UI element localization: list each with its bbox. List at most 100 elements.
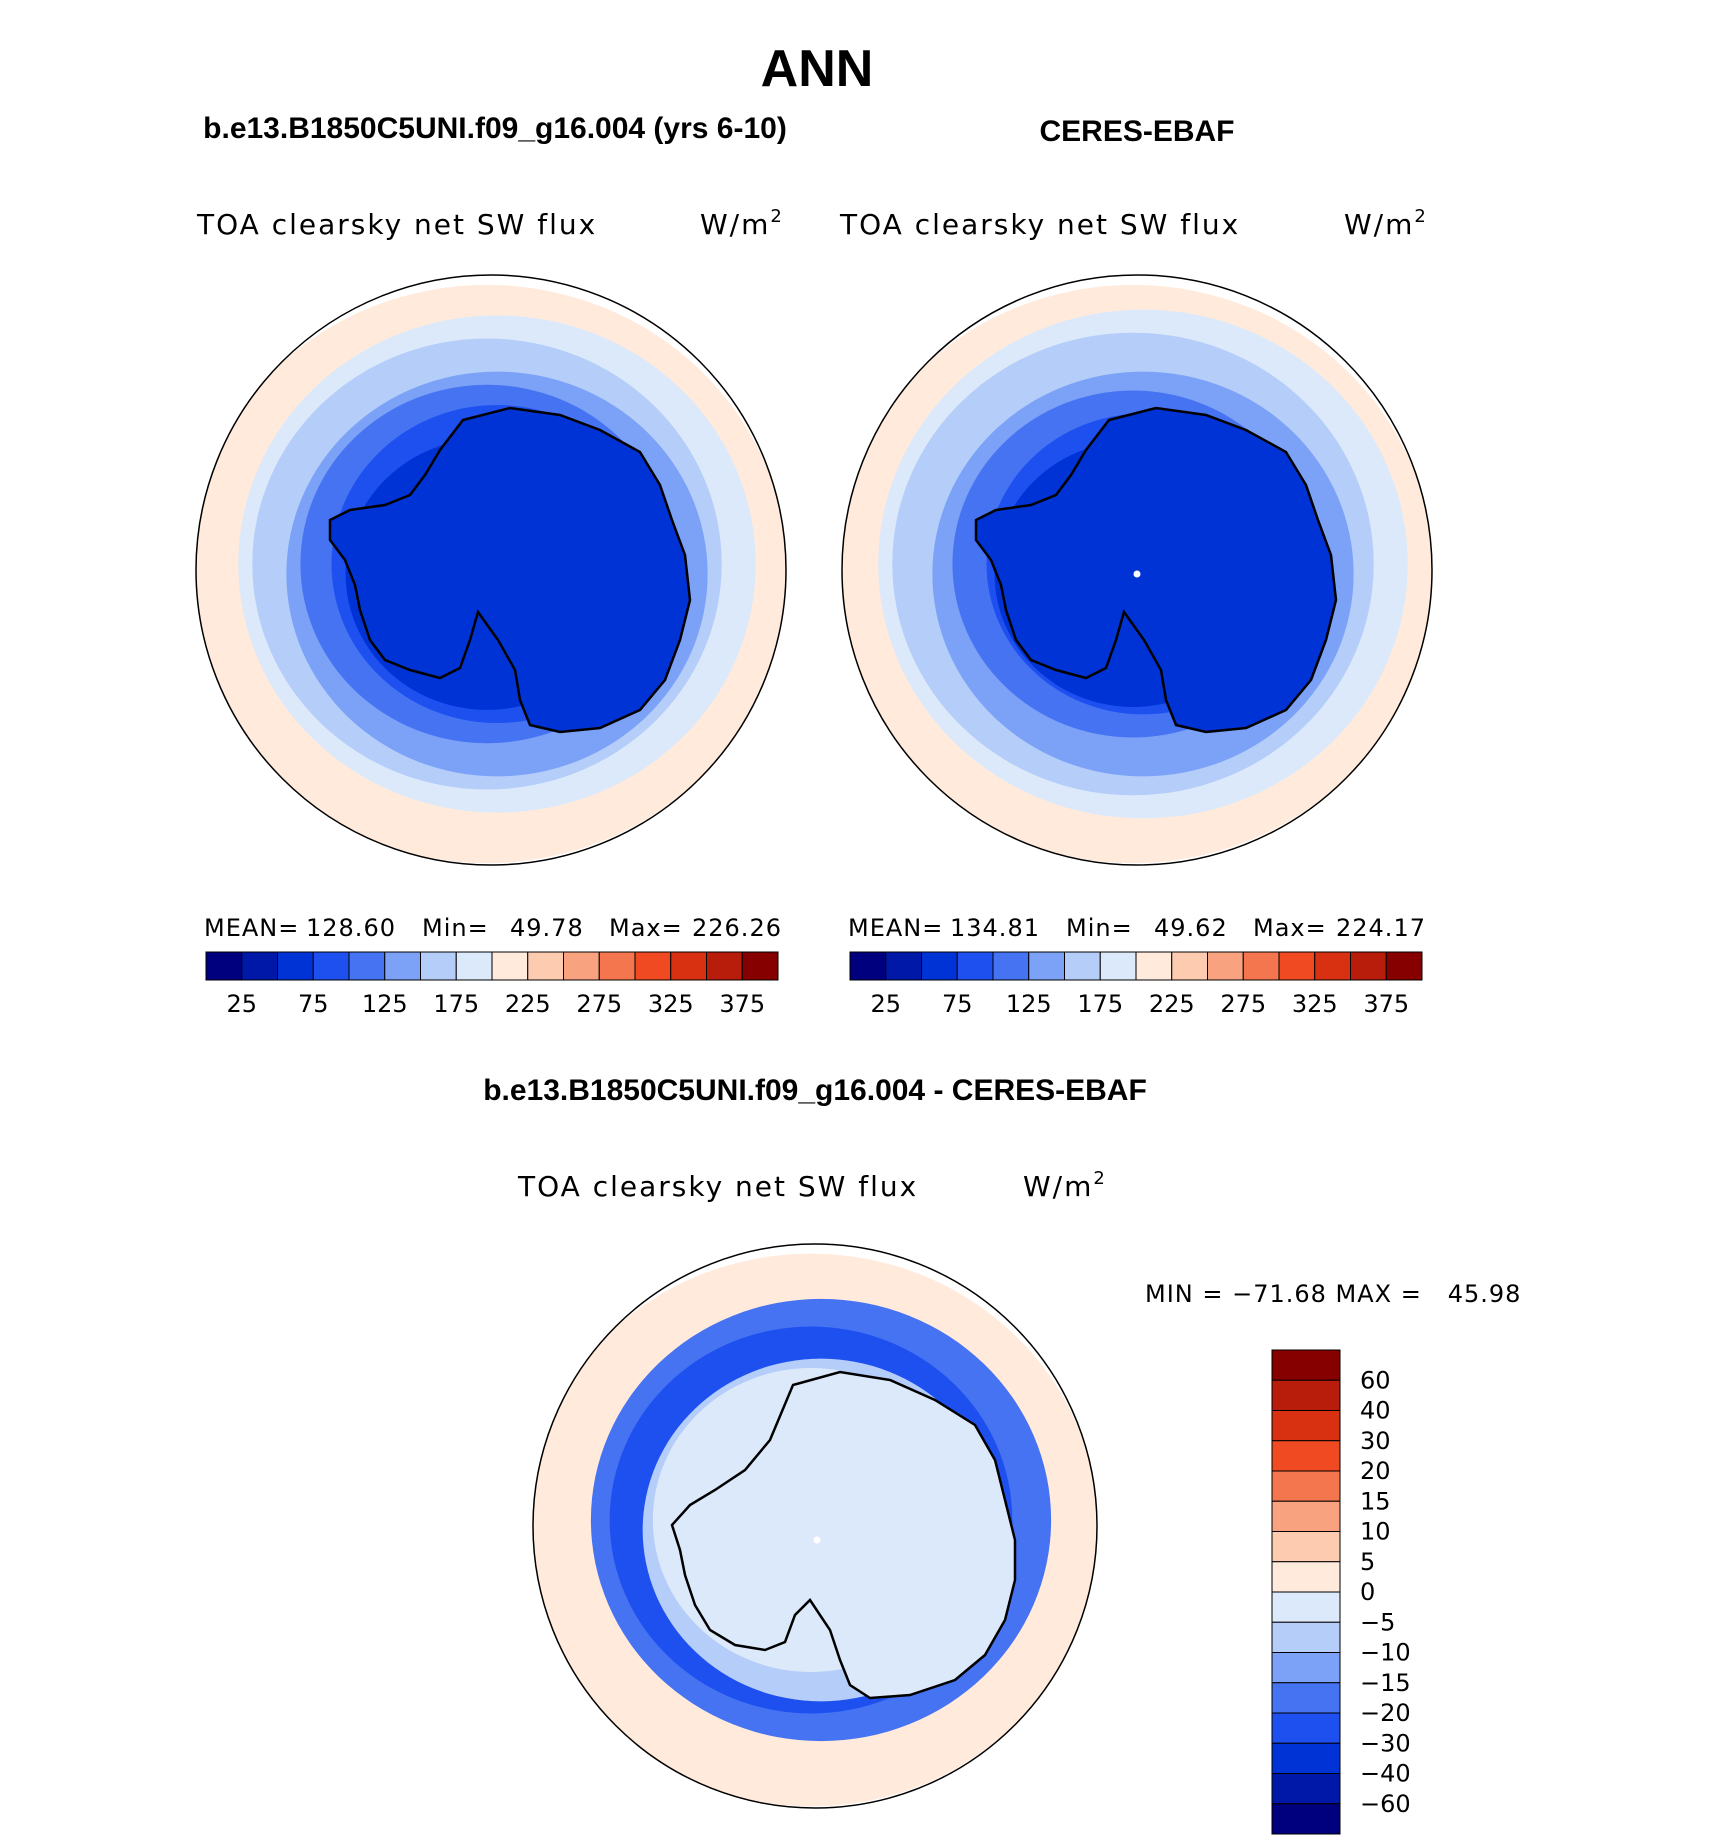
panel-title-diff: b.e13.B1850C5UNI.f09_g16.004 - CERES-EBA… xyxy=(483,1074,1147,1107)
colorbar-swatch xyxy=(849,951,887,981)
min-label: Min= xyxy=(422,914,489,942)
min-value: 49.62 xyxy=(1154,914,1228,942)
units-exponent: 2 xyxy=(1414,206,1427,227)
colorbar-tick-label: −60 xyxy=(1360,1790,1411,1818)
mean-label: MEAN= xyxy=(204,914,299,942)
colorbar-swatch xyxy=(1271,1440,1341,1472)
colorbar-tick-label: 0 xyxy=(1360,1578,1375,1606)
units-label-obs: W/m2 xyxy=(1344,206,1428,241)
colorbar-swatch xyxy=(1064,951,1101,981)
colorbar-tick-label: −5 xyxy=(1360,1608,1395,1636)
colorbar-swatch xyxy=(277,951,314,981)
pole-marker xyxy=(1133,570,1141,578)
colorbar-swatch xyxy=(956,951,994,981)
colorbar-tick-label: 325 xyxy=(648,990,694,1018)
units-label-model: W/m2 xyxy=(700,206,784,241)
colorbar-swatch xyxy=(1271,1410,1341,1442)
colorbar-tick-label: −20 xyxy=(1360,1699,1411,1727)
map-model xyxy=(195,274,787,866)
max-value: 226.26 xyxy=(692,914,782,942)
colorbar-swatch xyxy=(706,951,743,981)
colorbar-swatch xyxy=(455,951,493,981)
colorbar-tick-label: 125 xyxy=(1006,990,1052,1018)
colorbar-tick-label: −40 xyxy=(1360,1760,1411,1788)
colorbar-tick-label: 15 xyxy=(1360,1487,1391,1515)
colorbar-tick-label: 40 xyxy=(1360,1397,1391,1425)
colorbar-tick-label: 275 xyxy=(1220,990,1266,1018)
colorbar-swatch xyxy=(1271,1742,1341,1774)
colorbar-tick-label: 25 xyxy=(226,990,257,1018)
colorbar-swatch xyxy=(1314,951,1351,981)
colorbar-swatch xyxy=(1099,951,1137,981)
colorbar-swatch xyxy=(1271,1531,1341,1563)
colorbar-swatch xyxy=(670,951,707,981)
colorbar-swatch xyxy=(1278,951,1316,981)
units-text: W/m xyxy=(1344,208,1414,241)
colorbar-swatch xyxy=(992,951,1030,981)
colorbar-swatch xyxy=(384,951,421,981)
mean-label: MEAN= xyxy=(848,914,943,942)
antarctica-coastline xyxy=(670,1370,1017,1700)
colorbar-model: 25 75 125 175 225 275 325 375 xyxy=(205,951,779,1018)
colorbar-tick-label: 10 xyxy=(1360,1518,1391,1546)
colorbar-swatch xyxy=(921,951,958,981)
pole-marker xyxy=(813,1536,821,1544)
colorbar-tick-label: 75 xyxy=(942,990,973,1018)
antarctica-coastline xyxy=(974,406,1338,734)
colorbar-swatch xyxy=(741,951,779,981)
colorbar-swatch xyxy=(1271,1379,1341,1411)
min-label: Min= xyxy=(1066,914,1133,942)
colorbar-swatch xyxy=(1271,1682,1341,1714)
colorbar-swatch xyxy=(241,951,278,981)
colorbar-tick-label: 275 xyxy=(576,990,622,1018)
units-exponent: 2 xyxy=(770,206,783,227)
colorbar-swatch xyxy=(205,951,243,981)
colorbar-swatch xyxy=(598,951,636,981)
map-diff xyxy=(532,1243,1098,1809)
colorbar-swatch xyxy=(1350,951,1387,981)
stats-model: MEAN= 128.60 Min= 49.78 Max= 226.26 xyxy=(204,914,782,942)
colorbar-tick-label: 5 xyxy=(1360,1548,1375,1576)
colorbar-swatch xyxy=(1028,951,1065,981)
colorbar-swatch xyxy=(634,951,672,981)
variable-label-obs: TOA clearsky net SW flux xyxy=(839,208,1240,241)
colorbar-swatch xyxy=(527,951,564,981)
max-label: Max= xyxy=(609,914,683,942)
units-label-diff: W/m2 xyxy=(1023,1168,1107,1203)
colorbar-obs: 25 75 125 175 225 275 325 375 xyxy=(849,951,1423,1018)
panel-title-obs: CERES-EBAF xyxy=(1039,115,1234,148)
variable-label-model: TOA clearsky net SW flux xyxy=(196,208,597,241)
colorbar-swatch xyxy=(1171,951,1208,981)
colorbar-tick-label: 125 xyxy=(362,990,408,1018)
colorbar-tick-label: 225 xyxy=(1149,990,1195,1018)
max-value: 224.17 xyxy=(1336,914,1426,942)
colorbar-tick-label: 25 xyxy=(870,990,901,1018)
colorbar-swatch xyxy=(348,951,386,981)
antarctica-coastline xyxy=(328,406,692,734)
colorbar-swatch xyxy=(312,951,350,981)
colorbar-tick-label: −15 xyxy=(1360,1669,1411,1697)
colorbar-tick-label: 375 xyxy=(719,990,765,1018)
colorbar-swatch xyxy=(1271,1773,1341,1805)
colorbar-swatch xyxy=(1271,1349,1341,1381)
colorbar-swatch xyxy=(1271,1500,1341,1532)
colorbar-swatch xyxy=(1271,1652,1341,1684)
units-text: W/m xyxy=(700,208,770,241)
mean-value: 128.60 xyxy=(306,914,396,942)
colorbar-swatch xyxy=(1271,1561,1341,1593)
colorbar-swatch xyxy=(1271,1621,1341,1653)
min-value: 49.78 xyxy=(510,914,584,942)
mean-value: 134.81 xyxy=(950,914,1040,942)
colorbar-tick-label: 175 xyxy=(1077,990,1123,1018)
colorbar-swatch xyxy=(1135,951,1173,981)
panel-title-model: b.e13.B1850C5UNI.f09_g16.004 (yrs 6-10) xyxy=(203,112,787,145)
variable-label-diff: TOA clearsky net SW flux xyxy=(517,1170,918,1203)
colorbar-swatch xyxy=(1271,1591,1341,1623)
page-title: ANN xyxy=(761,40,874,98)
colorbar-tick-label: 20 xyxy=(1360,1457,1391,1485)
stats-obs: MEAN= 134.81 Min= 49.62 Max= 224.17 xyxy=(848,914,1426,942)
colorbar-swatch xyxy=(1271,1803,1341,1835)
units-text: W/m xyxy=(1023,1170,1093,1203)
